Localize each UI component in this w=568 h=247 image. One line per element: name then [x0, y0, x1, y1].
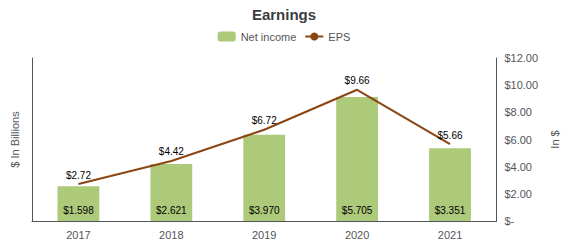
- svg-text:$6.72: $6.72: [252, 115, 277, 126]
- svg-text:$2.72: $2.72: [66, 170, 91, 181]
- svg-text:$3.351: $3.351: [435, 205, 466, 216]
- svg-text:In $: In $: [549, 130, 561, 148]
- svg-text:2019: 2019: [252, 229, 276, 241]
- svg-text:$2.621: $2.621: [156, 205, 187, 216]
- svg-text:$2.00: $2.00: [504, 188, 532, 200]
- svg-text:$8.00: $8.00: [504, 106, 532, 118]
- svg-text:2017: 2017: [66, 229, 90, 241]
- svg-text:Net income: Net income: [241, 31, 297, 43]
- svg-text:2018: 2018: [159, 229, 183, 241]
- svg-text:$5.66: $5.66: [437, 130, 462, 141]
- svg-text:$10.00: $10.00: [504, 79, 538, 91]
- svg-text:$5.705: $5.705: [342, 205, 373, 216]
- svg-text:2020: 2020: [345, 229, 369, 241]
- svg-text:$ In Billions: $ In Billions: [9, 111, 21, 168]
- svg-text:EPS: EPS: [328, 31, 350, 43]
- svg-text:Earnings: Earnings: [252, 6, 316, 23]
- svg-text:$3.970: $3.970: [249, 205, 280, 216]
- svg-text:$4.42: $4.42: [159, 146, 184, 157]
- svg-text:$9.66: $9.66: [345, 75, 370, 86]
- svg-text:$-: $-: [504, 215, 514, 227]
- svg-text:$12.00: $12.00: [504, 52, 538, 64]
- svg-text:$6.00: $6.00: [504, 134, 532, 146]
- svg-text:2021: 2021: [438, 229, 462, 241]
- svg-text:$1.598: $1.598: [63, 205, 94, 216]
- svg-text:$4.00: $4.00: [504, 161, 532, 173]
